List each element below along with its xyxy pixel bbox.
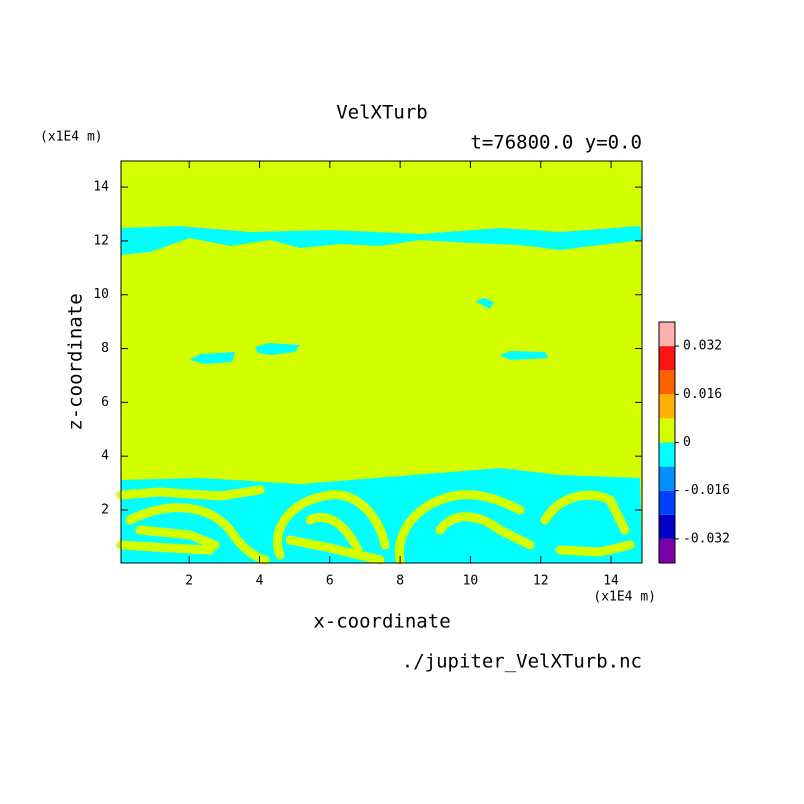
x-tick-label: 2: [185, 574, 193, 589]
x-unit: (x1E4 m): [593, 590, 656, 605]
colorbar-cell: [659, 514, 675, 539]
colorbar-tick-label: 0.016: [683, 387, 722, 402]
x-axis-label: x-coordinate: [313, 611, 450, 633]
x-tick-label: 14: [603, 574, 619, 589]
colorbar-tick-label: 0: [683, 435, 691, 450]
colorbar-tick-label: -0.016: [683, 483, 730, 498]
colorbar-cell: [659, 346, 675, 371]
chart-title: VelXTurb: [336, 102, 428, 124]
x-tick-label: 4: [256, 574, 264, 589]
y-tick-label: 10: [93, 287, 109, 302]
colorbar-cell: [659, 442, 675, 467]
y-tick-label: 8: [101, 341, 109, 356]
colorbar-tick-label: -0.032: [683, 531, 730, 546]
colorbar-cell: [659, 538, 675, 563]
colorbar-cell: [659, 466, 675, 491]
y-axis-label: z-coordinate: [65, 293, 87, 430]
contour-region: [116, 485, 635, 565]
colorbar-cell: [659, 394, 675, 419]
colorbar-cell: [659, 370, 675, 395]
plot-frame: [120, 160, 643, 564]
y-tick-label: 2: [101, 502, 109, 517]
colorbar-frame: [658, 321, 676, 564]
colorbar-cell: [659, 490, 675, 515]
y-tick-label: 4: [101, 449, 109, 464]
subtitle: t=76800.0 y=0.0: [470, 132, 642, 154]
colorbar-cell: [659, 418, 675, 443]
y-tick-label: 6: [101, 395, 109, 410]
x-tick-label: 8: [396, 574, 404, 589]
y-unit: (x1E4 m): [40, 130, 103, 145]
x-tick-label: 12: [533, 574, 549, 589]
x-tick-label: 6: [326, 574, 334, 589]
x-tick-label: 10: [463, 574, 479, 589]
y-tick-label: 12: [93, 233, 109, 248]
y-tick-label: 14: [93, 180, 109, 195]
colorbar-cell: [659, 322, 675, 347]
colorbar-tick-label: 0.032: [683, 339, 722, 354]
contour-field: [116, 161, 642, 565]
footer: ./jupiter_VelXTurb.nc: [402, 651, 642, 673]
